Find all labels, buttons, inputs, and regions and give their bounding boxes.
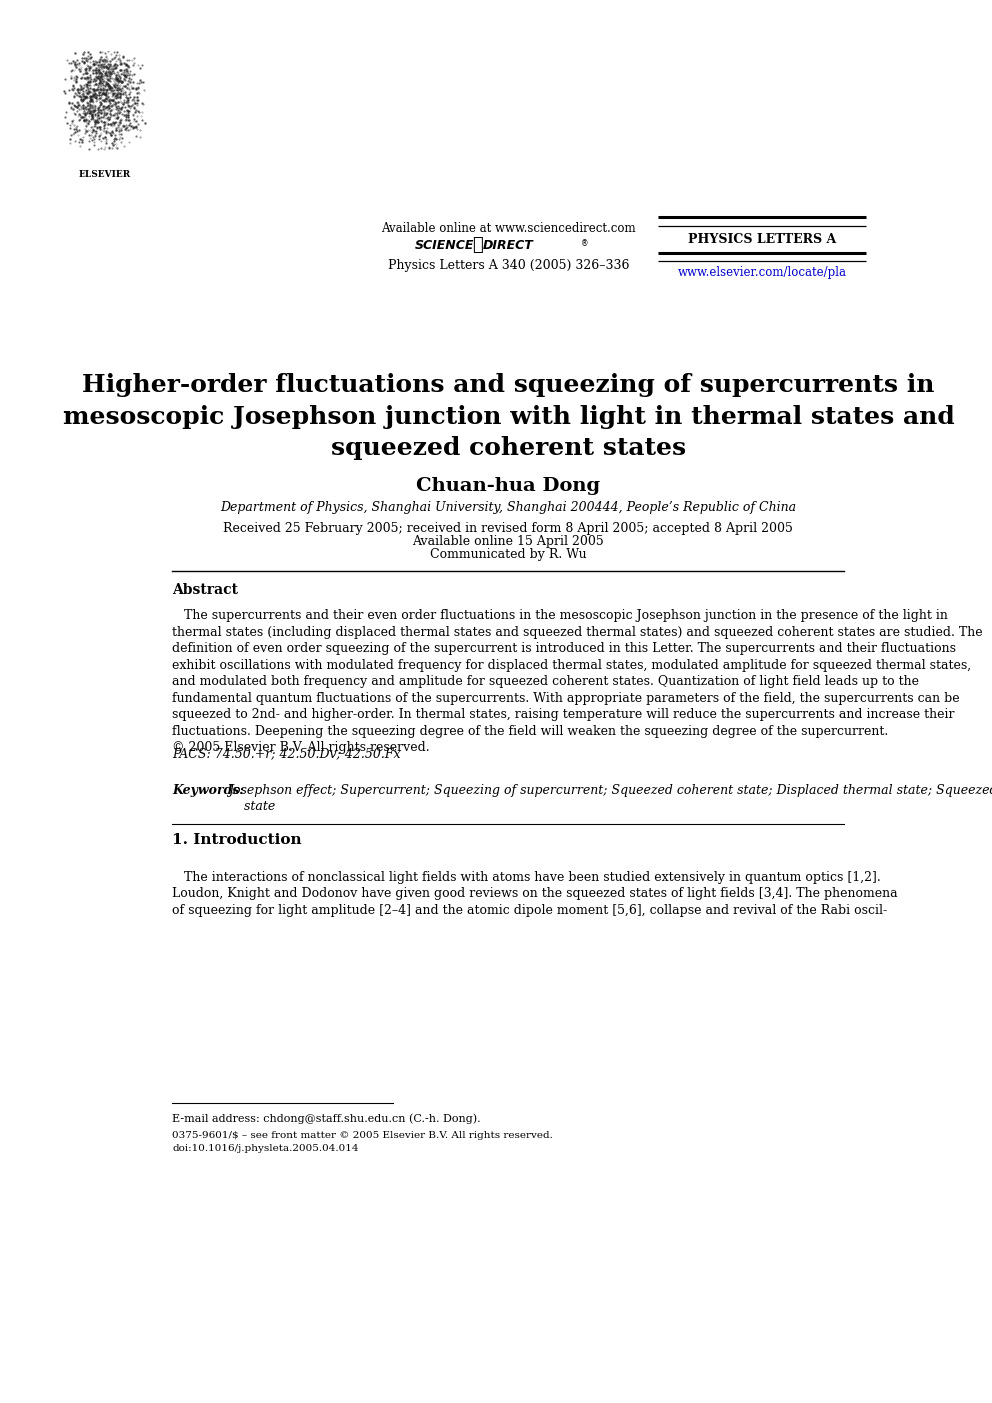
Text: PHYSICS LETTERS A: PHYSICS LETTERS A	[688, 233, 836, 246]
Text: E-mail address: chdong@staff.shu.edu.cn (C.-h. Dong).: E-mail address: chdong@staff.shu.edu.cn …	[173, 1114, 481, 1124]
Text: The supercurrents and their even order fluctuations in the mesoscopic Josephson : The supercurrents and their even order f…	[173, 609, 983, 755]
Text: Abstract: Abstract	[173, 582, 238, 596]
Text: Josephson effect; Supercurrent; Squeezing of supercurrent; Squeezed coherent sta: Josephson effect; Supercurrent; Squeezin…	[228, 784, 992, 814]
Text: Physics Letters A 340 (2005) 326–336: Physics Letters A 340 (2005) 326–336	[388, 260, 629, 272]
Text: ⓐ: ⓐ	[472, 236, 483, 254]
Text: SCIENCE: SCIENCE	[415, 239, 474, 251]
Text: ®: ®	[581, 239, 589, 248]
Text: ELSEVIER: ELSEVIER	[78, 170, 131, 178]
Text: doi:10.1016/j.physleta.2005.04.014: doi:10.1016/j.physleta.2005.04.014	[173, 1143, 359, 1153]
Text: Communicated by R. Wu: Communicated by R. Wu	[431, 547, 586, 561]
Text: Available online at www.sciencedirect.com: Available online at www.sciencedirect.co…	[381, 222, 636, 236]
Text: PACS: 74.50.+r; 42.50.Dv; 42.50.Fx: PACS: 74.50.+r; 42.50.Dv; 42.50.Fx	[173, 748, 401, 760]
Text: DIRECT: DIRECT	[483, 239, 534, 251]
Text: Available online 15 April 2005: Available online 15 April 2005	[413, 535, 604, 547]
Text: Chuan-hua Dong: Chuan-hua Dong	[417, 477, 600, 495]
Text: www.elsevier.com/locate/pla: www.elsevier.com/locate/pla	[678, 265, 846, 279]
Text: Received 25 February 2005; received in revised form 8 April 2005; accepted 8 Apr: Received 25 February 2005; received in r…	[223, 522, 794, 535]
Text: Keywords:: Keywords:	[173, 784, 249, 797]
Text: 0375-9601/$ – see front matter © 2005 Elsevier B.V. All rights reserved.: 0375-9601/$ – see front matter © 2005 El…	[173, 1131, 554, 1139]
Text: Higher-order fluctuations and squeezing of supercurrents in
mesoscopic Josephson: Higher-order fluctuations and squeezing …	[62, 373, 954, 460]
Text: 1. Introduction: 1. Introduction	[173, 833, 302, 847]
Text: Department of Physics, Shanghai University, Shanghai 200444, People’s Republic o: Department of Physics, Shanghai Universi…	[220, 501, 797, 513]
Text: The interactions of nonclassical light fields with atoms have been studied exten: The interactions of nonclassical light f…	[173, 870, 898, 916]
